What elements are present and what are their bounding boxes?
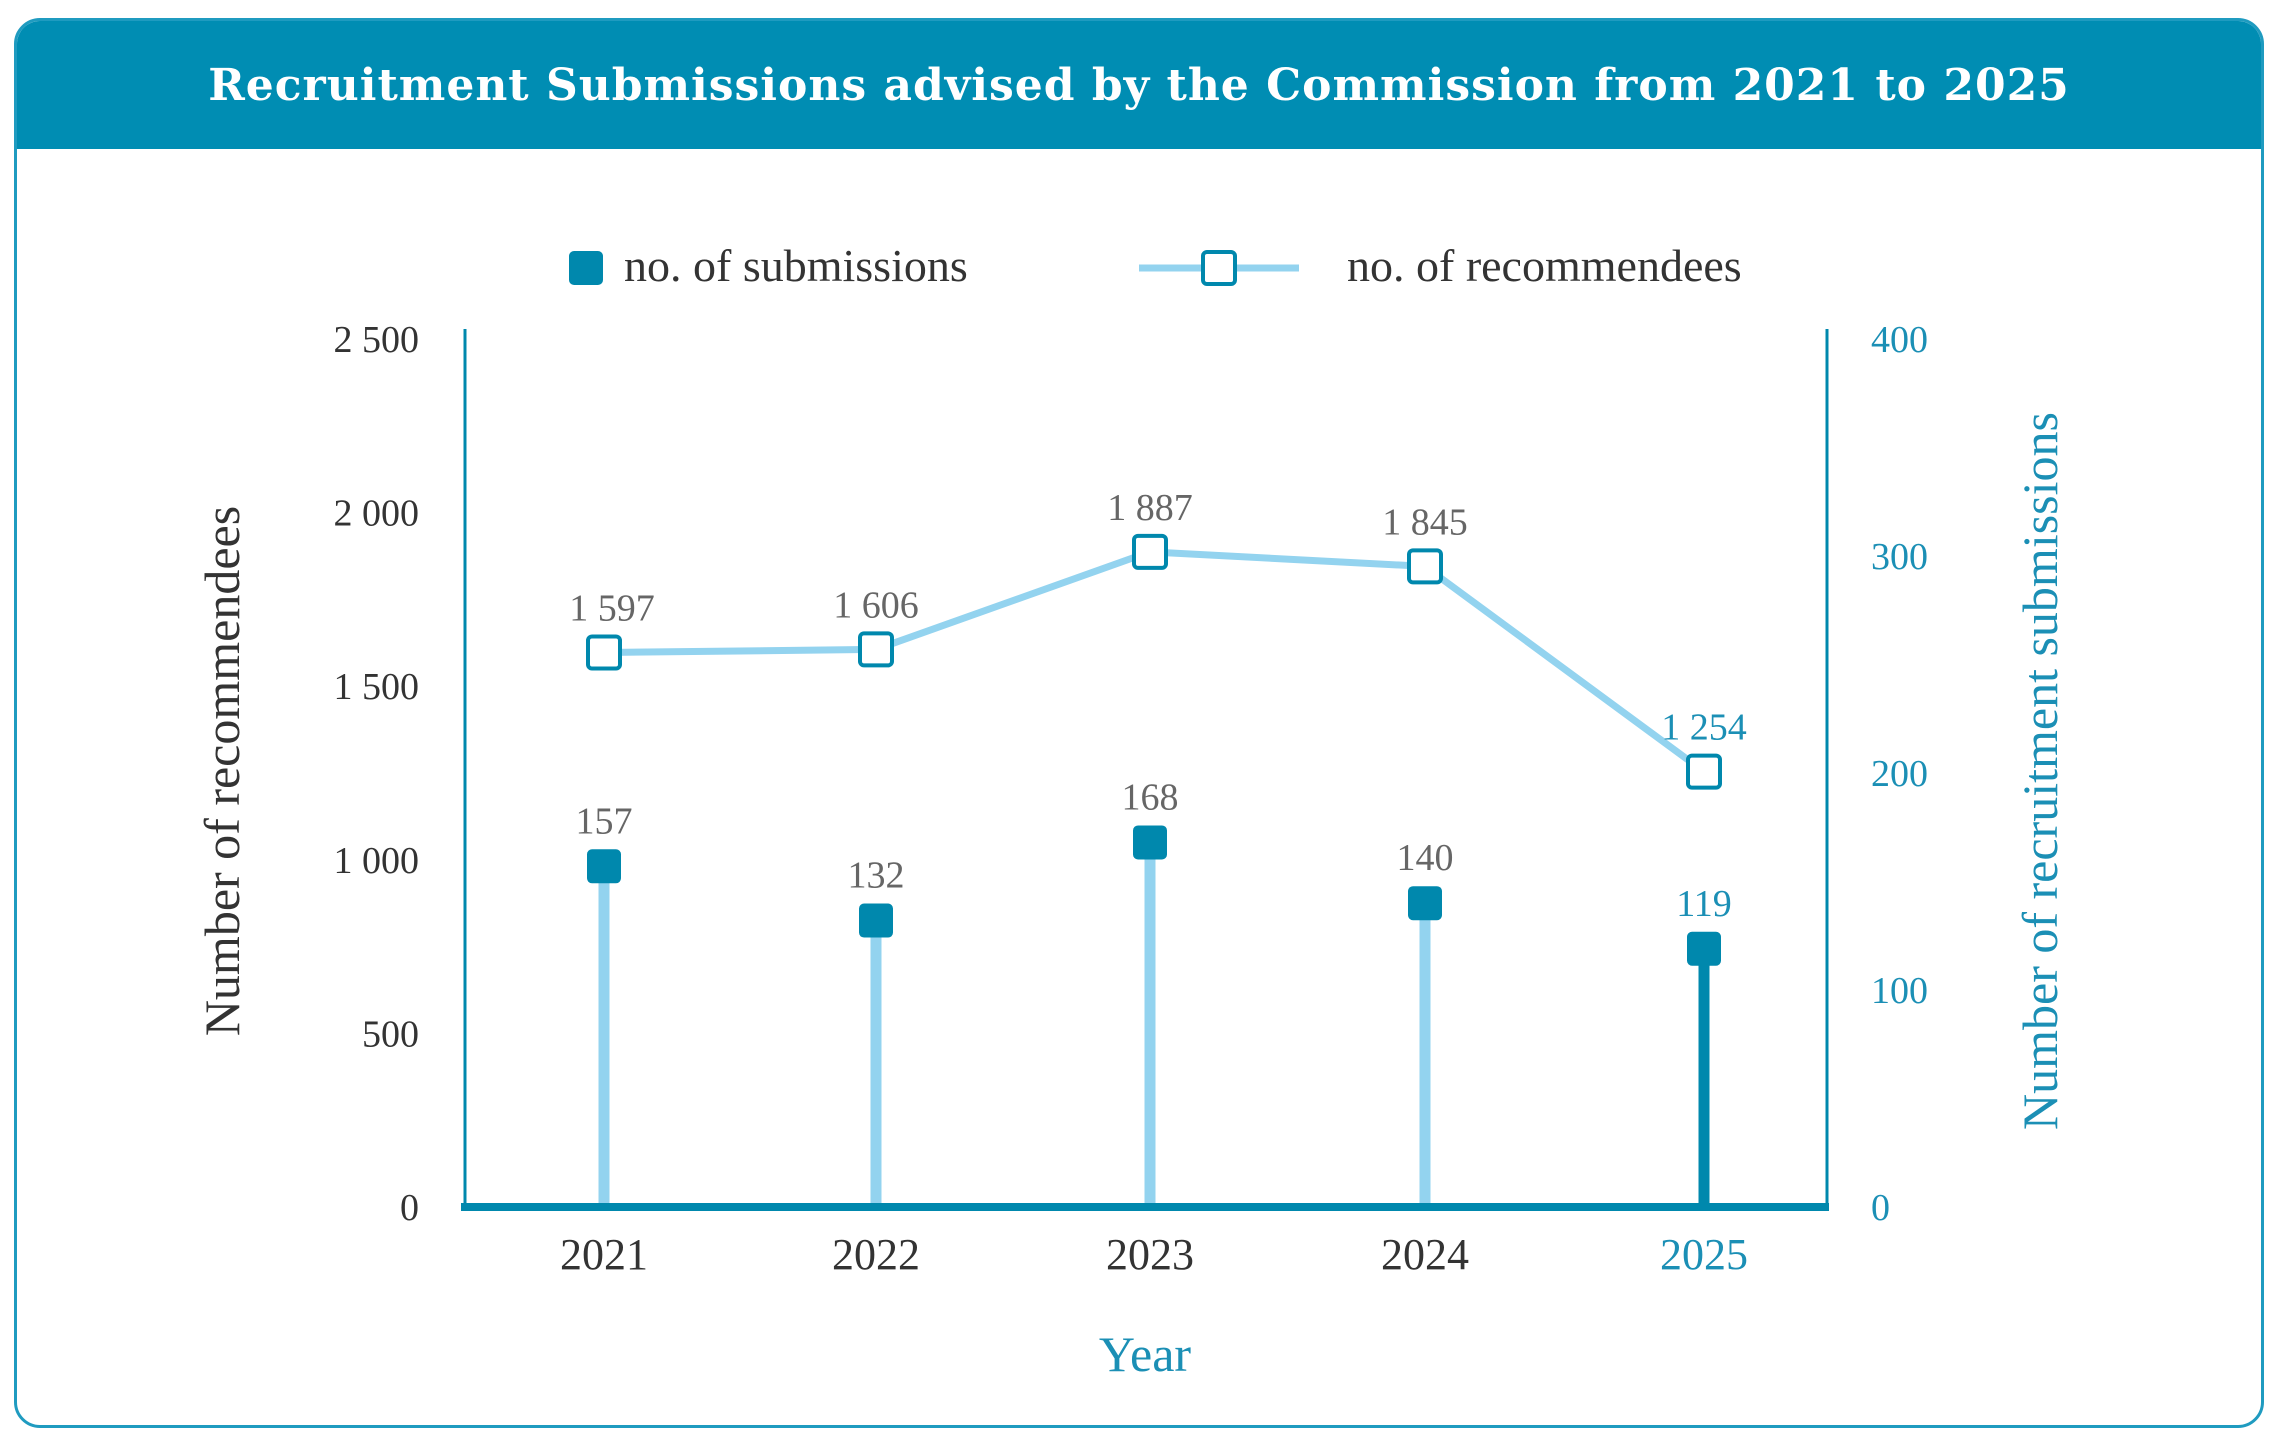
x-tick-label-2021: 2021 [560, 1230, 648, 1279]
recommendee-value-label: 1 597 [569, 588, 655, 630]
submission-marker-2023 [1133, 825, 1167, 860]
recommendee-marker-2022 [858, 631, 894, 668]
right-tick-label: 0 [1871, 1187, 1890, 1229]
recommendee-value-label: 1 845 [1382, 501, 1468, 543]
right-tick-label: 100 [1871, 970, 1928, 1012]
legend-submissions-swatch [569, 251, 603, 285]
chart-card: Recruitment Submissions advised by the C… [14, 18, 2264, 1428]
x-tick-label-2023: 2023 [1106, 1230, 1194, 1279]
submission-value-label: 140 [1397, 837, 1454, 879]
left-tick-label: 1 500 [334, 666, 420, 708]
x-tick-label-2024: 2024 [1381, 1230, 1469, 1279]
recommendee-value-label: 1 606 [833, 584, 919, 626]
recommendee-marker-2025 [1686, 753, 1722, 790]
submission-marker-2022 [859, 903, 893, 938]
right-axis-title: Number of recruitment submissions [2012, 412, 2068, 1130]
submission-marker-2025 [1687, 931, 1721, 966]
left-tick-label: 2 500 [334, 319, 420, 361]
recommendee-marker-2024 [1407, 548, 1443, 585]
legend-recommendees-marker [1201, 250, 1237, 286]
x-tick-label-2022: 2022 [832, 1230, 920, 1279]
recommendees-line [603, 548, 1707, 775]
submission-marker-2021 [587, 849, 621, 884]
x-tick-label-2025: 2025 [1660, 1230, 1748, 1279]
right-tick-label: 400 [1871, 319, 1928, 361]
recommendee-marker-2021 [586, 634, 622, 671]
submission-value-label: 157 [576, 800, 633, 842]
chart-title: Recruitment Submissions advised by the C… [208, 59, 2070, 111]
submission-value-label: 119 [1676, 883, 1732, 925]
recommendee-marker-2023 [1132, 533, 1168, 570]
legend-submissions-label: no. of submissions [624, 240, 968, 291]
left-tick-label: 2 000 [334, 493, 420, 535]
left-tick-label: 1 000 [334, 840, 420, 882]
x-axis-title: Year [1099, 1326, 1191, 1382]
chart-svg: 0 500 1 000 1 500 2 000 2 500 0 100 200 300 400 202… [194, 240, 2068, 1382]
right-tick-label: 300 [1871, 536, 1928, 578]
submission-value-label: 168 [1122, 776, 1179, 818]
submission-value-label: 132 [848, 855, 905, 897]
submission-marker-2024 [1408, 886, 1442, 921]
recommendee-value-label: 1 887 [1107, 487, 1193, 529]
left-tick-label: 500 [362, 1013, 419, 1055]
right-tick-label: 200 [1871, 753, 1928, 795]
legend-recommendees-label: no. of recommendees [1347, 240, 1742, 291]
left-axis-title: Number of recommendees [194, 506, 250, 1036]
recommendee-value-label: 1 254 [1661, 707, 1747, 749]
left-tick-label: 0 [400, 1187, 419, 1229]
title-banner: Recruitment Submissions advised by the C… [17, 21, 2261, 149]
